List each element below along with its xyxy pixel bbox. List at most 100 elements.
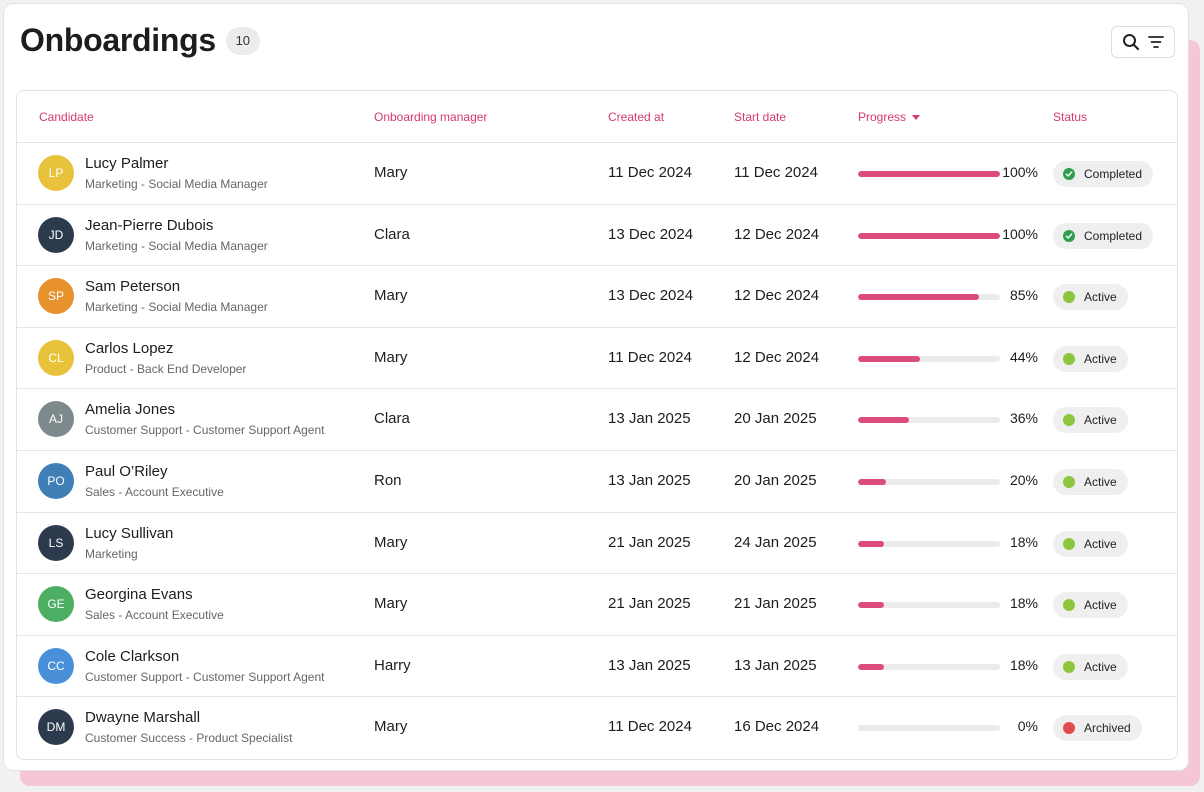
- col-header-status[interactable]: Status: [1053, 109, 1088, 124]
- active-dot-icon: [1063, 599, 1075, 612]
- table-row[interactable]: PO Paul O’Riley Sales - Account Executiv…: [17, 451, 1177, 513]
- table-row[interactable]: DM Dwayne Marshall Customer Success - Pr…: [17, 697, 1177, 759]
- candidate-name: Paul O’Riley: [85, 462, 168, 480]
- start-date: 12 Dec 2024: [734, 287, 820, 305]
- manager-name: Clara: [374, 410, 410, 428]
- col-header-progress-label: Progress: [858, 109, 907, 124]
- col-header-manager[interactable]: Onboarding manager: [374, 109, 488, 124]
- status-label: Active: [1084, 536, 1117, 551]
- progress-percent: 0%: [1017, 718, 1038, 735]
- table-row[interactable]: CL Carlos Lopez Product - Back End Devel…: [17, 328, 1177, 390]
- active-dot-icon: [1063, 537, 1075, 550]
- check-icon: [1065, 232, 1073, 239]
- col-header-start[interactable]: Start date: [734, 109, 787, 124]
- progress-bar-fill: [858, 232, 1000, 239]
- progress-bar-fill: [858, 171, 1000, 177]
- table-header: Candidate Onboarding manager Created at …: [17, 91, 1177, 143]
- progress-percent: 18%: [1009, 533, 1038, 550]
- created-date: 13 Dec 2024: [608, 287, 694, 305]
- start-date: 12 Dec 2024: [734, 225, 820, 243]
- avatar: CL: [38, 339, 74, 376]
- start-date: 11 Dec 2024: [734, 164, 818, 181]
- sort-desc-icon: [912, 114, 921, 120]
- status-label: Active: [1084, 290, 1117, 305]
- start-date: 16 Dec 2024: [734, 718, 820, 736]
- status-label: Active: [1084, 413, 1117, 428]
- table-row[interactable]: SP Sam Peterson Marketing - Social Media…: [17, 266, 1177, 328]
- avatar-initials: LS: [48, 535, 64, 550]
- progress-bar: [858, 725, 1000, 732]
- table-row[interactable]: LS Lucy Sullivan Marketing Mary 21 Jan 2…: [17, 513, 1177, 575]
- progress-bar-fill: [858, 417, 910, 424]
- avatar-initials: DM: [46, 720, 66, 735]
- start-date: 20 Jan 2025: [734, 410, 817, 428]
- col-header-progress[interactable]: Progress: [858, 109, 921, 124]
- candidate-name: Georgina Evans: [85, 586, 193, 604]
- status-badge: Active: [1053, 530, 1128, 557]
- avatar: AJ: [38, 401, 74, 438]
- created-date: 11 Dec 2024: [608, 348, 692, 366]
- count-badge: 10: [225, 26, 260, 55]
- status-label: Active: [1084, 474, 1117, 489]
- table-row[interactable]: CC Cole Clarkson Customer Support - Cust…: [17, 636, 1177, 698]
- search-button[interactable]: [1120, 31, 1142, 53]
- manager-name: Mary: [374, 348, 408, 366]
- candidate-role: Marketing - Social Media Manager: [85, 238, 268, 253]
- table-row[interactable]: JD Jean-Pierre Dubois Marketing - Social…: [17, 205, 1177, 267]
- progress-bar-fill: [858, 602, 884, 609]
- candidate-role: Marketing: [85, 546, 138, 561]
- manager-name: Mary: [374, 595, 408, 613]
- avatar-initials: GE: [47, 597, 65, 612]
- table-row[interactable]: AJ Amelia Jones Customer Support - Custo…: [17, 389, 1177, 451]
- col-header-candidate[interactable]: Candidate: [39, 109, 94, 124]
- candidate-role: Customer Support - Customer Support Agen…: [85, 669, 325, 684]
- progress-bar: [858, 602, 1000, 609]
- filter-button[interactable]: [1145, 31, 1167, 53]
- candidate-name: Dwayne Marshall: [85, 709, 201, 727]
- progress-percent: 36%: [1009, 410, 1038, 427]
- manager-name: Mary: [374, 164, 408, 181]
- search-icon: [1122, 34, 1139, 51]
- candidate-role: Sales - Account Executive: [85, 484, 224, 499]
- table-row[interactable]: GE Georgina Evans Sales - Account Execut…: [17, 574, 1177, 636]
- candidate-name: Sam Peterson: [85, 278, 181, 296]
- created-date: 13 Dec 2024: [608, 225, 694, 243]
- created-date: 21 Jan 2025: [608, 595, 691, 613]
- start-date: 21 Jan 2025: [734, 595, 817, 613]
- completed-check-icon: [1063, 168, 1075, 180]
- active-dot-icon: [1063, 475, 1075, 488]
- avatar-initials: PO: [47, 473, 65, 488]
- candidate-role: Customer Support - Customer Support Agen…: [85, 423, 325, 438]
- avatar-initials: JD: [48, 227, 64, 242]
- candidate-name: Lucy Sullivan: [85, 524, 174, 542]
- created-date: 13 Jan 2025: [608, 471, 691, 489]
- status-label: Active: [1084, 659, 1117, 674]
- manager-name: Mary: [374, 287, 408, 305]
- status-badge: Completed: [1053, 161, 1154, 187]
- progress-bar: [858, 540, 1000, 547]
- col-header-created[interactable]: Created at: [608, 109, 665, 124]
- onboardings-table: Candidate Onboarding manager Created at …: [16, 90, 1178, 760]
- created-date: 13 Jan 2025: [608, 656, 691, 674]
- table-toolbar: [1111, 26, 1175, 58]
- start-date: 13 Jan 2025: [734, 656, 817, 674]
- progress-bar-fill: [858, 294, 979, 301]
- onboardings-card: Onboardings 10 Candidate Onboarding mana…: [3, 3, 1189, 771]
- manager-name: Mary: [374, 533, 408, 551]
- manager-name: Clara: [374, 225, 410, 243]
- progress-percent: 44%: [1009, 348, 1038, 365]
- created-date: 13 Jan 2025: [608, 410, 691, 428]
- archived-dot-icon: [1063, 722, 1075, 735]
- manager-name: Ron: [374, 471, 402, 489]
- progress-bar: [858, 355, 1000, 362]
- status-badge: Active: [1053, 468, 1128, 495]
- start-date: 12 Dec 2024: [734, 348, 820, 366]
- avatar-initials: CC: [47, 658, 65, 673]
- avatar-initials: CL: [48, 350, 64, 365]
- active-dot-icon: [1063, 414, 1075, 427]
- progress-percent: 100%: [1002, 164, 1038, 180]
- page-header: Onboardings 10: [20, 22, 260, 59]
- avatar: LS: [38, 524, 74, 561]
- table-row[interactable]: LP Lucy Palmer Marketing - Social Media …: [17, 143, 1177, 205]
- progress-bar: [858, 663, 1000, 670]
